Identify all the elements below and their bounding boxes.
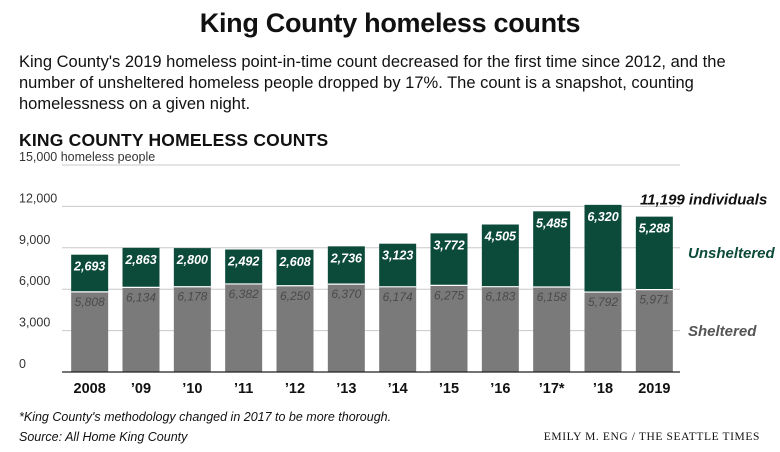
sheltered-value-label: 6,250 [280,289,310,303]
bar-sheltered [635,289,673,372]
page-description: King County's 2019 homeless point-in-tim… [19,53,726,113]
unsheltered-value-label: 4,505 [484,230,517,244]
x-tick-label: ’10 [182,381,202,397]
x-tick-label: ’17* [539,381,565,397]
x-tick-label: ’18 [593,381,613,397]
x-tick-label: 2019 [638,381,670,397]
bars: 2,693 5,808 2,863 6,134 2,800 6,178 2,492 6,382… [71,204,673,372]
sheltered-value-label: 6,134 [126,290,156,304]
sheltered-value-label: 6,382 [229,287,259,301]
bar-sheltered [584,292,622,372]
sheltered-value-label: 6,178 [177,290,207,304]
sheltered-value-label: 5,808 [75,295,105,309]
bar-unsheltered [533,211,571,288]
total-annotation: 11,199 individuals [640,192,767,209]
x-tick-label: ’15 [439,381,459,397]
bar-unsheltered [430,233,468,286]
x-tick-label: 2008 [74,381,106,397]
unsheltered-value-label: 6,320 [587,210,618,224]
bar-sheltered [173,286,211,372]
y-tick-label: 3,000 [19,316,50,330]
bar-unsheltered [276,249,314,286]
bar-sheltered [379,286,417,372]
y-tick-label: 6,000 [19,274,50,288]
sheltered-value-label: 5,971 [639,293,669,307]
unsheltered-value-label: 2,863 [124,253,156,267]
sheltered-value-label: 6,158 [537,290,567,304]
chart-heading: KING COUNTY HOMELESS COUNTS [19,130,329,150]
unsheltered-value-label: 2,693 [73,260,105,274]
unsheltered-value-label: 5,288 [639,222,670,236]
x-axis-labels: 2008 ’09 ’10 ’11 ’12 ’13 ’14 ’15 ’16 ’17* ’18 2019 [74,381,671,397]
unsheltered-value-label: 2,608 [278,255,310,269]
sheltered-value-label: 6,370 [331,287,361,301]
sheltered-value-label: 6,275 [434,288,464,302]
bar-unsheltered [225,249,263,284]
y-axis-labels: 0 3,000 6,000 9,000 12,000 15,000 homeless pe… [19,150,155,371]
bar-sheltered [533,287,571,372]
bar-unsheltered [71,254,109,292]
legend-sheltered: Sheltered [688,323,757,340]
bar-unsheltered [481,224,519,287]
bar-unsheltered [379,243,417,287]
source-note: Source: All Home King County [19,430,188,444]
y-tick-label: 12,000 [19,191,57,205]
bar-sheltered [71,291,109,372]
bar-unsheltered [635,216,673,290]
bar-unsheltered [584,204,622,293]
bar-sheltered [122,287,160,372]
x-tick-label: ’14 [388,381,408,397]
sheltered-value-label: 6,174 [383,290,413,304]
unsheltered-value-label: 2,736 [330,251,363,265]
bar-sheltered [481,286,519,372]
unsheltered-value-label: 3,123 [382,249,413,263]
sheltered-value-label: 5,792 [588,295,618,309]
legend: 11,199 individuals Unsheltered Sheltered [640,192,776,340]
bar-sheltered [225,283,263,372]
x-tick-label: ’13 [336,381,356,397]
bar-unsheltered [173,248,211,287]
y-tick-label: 0 [19,357,26,371]
x-tick-label: ’16 [490,381,510,397]
bar-sheltered [276,285,314,372]
credit-line: EMILY M. ENG / THE SEATTLE TIMES [543,431,760,443]
x-tick-label: ’09 [131,381,151,397]
unsheltered-value-label: 2,800 [176,253,208,267]
x-tick-label: ’11 [234,381,253,397]
sheltered-value-label: 6,183 [485,290,515,304]
y-tick-label: 15,000 homeless people [19,150,155,164]
x-tick-label: ’12 [285,381,305,397]
bar-unsheltered [122,247,160,288]
footnote: *King County's methodology changed in 20… [19,410,392,424]
page-title: King County homeless counts [199,8,581,38]
legend-unsheltered: Unsheltered [688,245,776,262]
y-tick-label: 9,000 [19,233,50,247]
unsheltered-value-label: 5,485 [536,216,568,230]
unsheltered-value-label: 2,492 [227,255,259,269]
bar-sheltered [430,285,468,372]
bar-unsheltered [327,246,365,285]
unsheltered-value-label: 3,772 [433,238,464,252]
bar-sheltered [327,284,365,372]
